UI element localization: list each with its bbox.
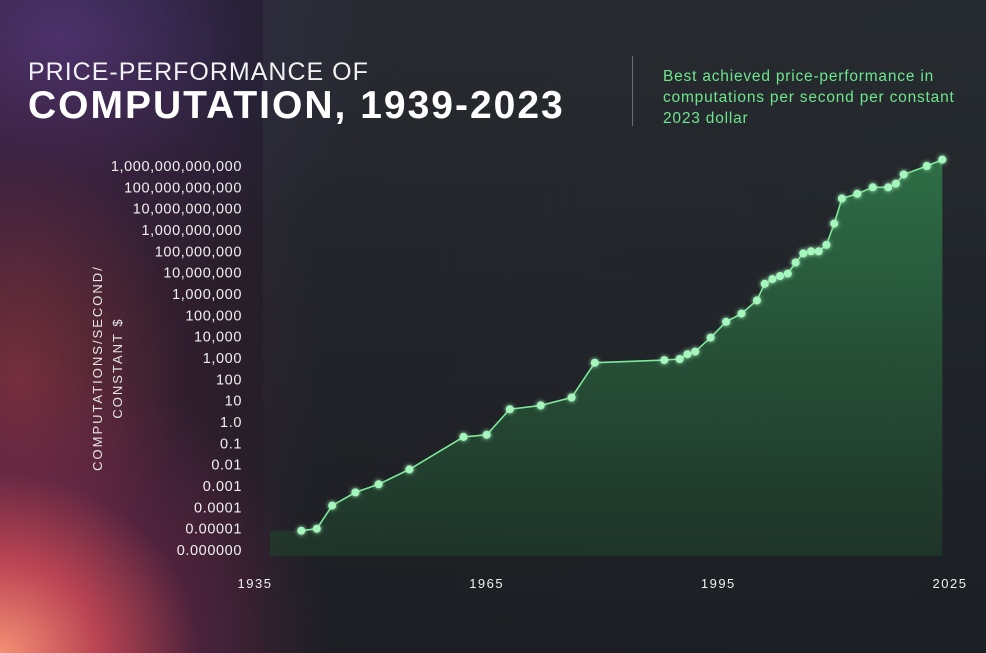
y-tick-label: 0.000000 bbox=[177, 543, 242, 559]
y-tick-label: 1,000,000 bbox=[172, 287, 242, 303]
data-point bbox=[807, 247, 815, 256]
data-point bbox=[675, 355, 684, 363]
data-point bbox=[297, 526, 306, 535]
data-point bbox=[791, 258, 800, 267]
x-tick-label: 1935 bbox=[238, 576, 273, 591]
data-point bbox=[328, 501, 337, 510]
data-point bbox=[351, 488, 360, 497]
y-tick-label: 100,000 bbox=[185, 308, 242, 324]
data-point bbox=[868, 183, 877, 192]
data-point bbox=[938, 155, 947, 164]
data-point bbox=[683, 350, 692, 359]
y-tick-label: 10,000,000 bbox=[163, 266, 242, 282]
data-point bbox=[722, 317, 731, 326]
data-point bbox=[590, 358, 599, 367]
y-tick-label: 100,000,000,000 bbox=[124, 180, 242, 196]
data-point bbox=[830, 219, 839, 228]
data-point bbox=[799, 249, 808, 258]
data-point bbox=[567, 393, 576, 402]
data-point bbox=[482, 430, 491, 439]
data-point bbox=[776, 272, 785, 280]
data-point bbox=[536, 401, 545, 410]
data-point bbox=[837, 194, 846, 203]
y-tick-label: 1.0 bbox=[220, 415, 242, 431]
data-point bbox=[706, 333, 715, 342]
title-line-1: PRICE-PERFORMANCE OF bbox=[28, 58, 369, 86]
x-tick-label: 2025 bbox=[933, 576, 968, 591]
data-point bbox=[505, 405, 514, 414]
y-tick-label: 0.0001 bbox=[194, 500, 242, 516]
data-point bbox=[891, 179, 900, 188]
header-divider bbox=[632, 56, 633, 126]
data-point bbox=[768, 275, 777, 284]
data-point bbox=[884, 183, 893, 192]
y-tick-label: 0.01 bbox=[211, 458, 242, 474]
y-tick-label: 100,000,000 bbox=[155, 244, 242, 260]
data-point bbox=[899, 170, 908, 179]
data-point bbox=[374, 480, 383, 489]
series-area bbox=[270, 159, 943, 556]
data-point bbox=[822, 240, 831, 249]
title-line-2: COMPUTATION, 1939-2023 bbox=[28, 84, 565, 127]
data-point bbox=[660, 356, 669, 365]
data-point bbox=[853, 189, 862, 198]
chart-subtitle: Best achieved price-performance in compu… bbox=[663, 68, 955, 127]
data-point bbox=[459, 432, 468, 441]
x-tick-label: 1965 bbox=[469, 576, 504, 591]
data-point bbox=[760, 279, 769, 288]
data-point bbox=[405, 465, 414, 474]
series-points bbox=[297, 155, 947, 535]
data-point bbox=[312, 524, 321, 533]
y-tick-label: 0.001 bbox=[203, 479, 242, 495]
y-tick-label: 10,000,000,000 bbox=[133, 202, 242, 218]
x-axis-ticks: 1935 1965 1995 2025 bbox=[238, 576, 968, 591]
y-axis-ticks: 0.000000 0.00001 0.0001 0.001 0.01 0.1 1.0 10 10… bbox=[111, 159, 242, 559]
y-tick-label: 1,000,000,000 bbox=[141, 223, 242, 239]
y-tick-label: 100 bbox=[216, 372, 242, 388]
y-tick-label: 1,000 bbox=[203, 351, 242, 367]
data-point bbox=[737, 309, 746, 318]
y-tick-label: 10 bbox=[225, 394, 242, 410]
y-tick-label: 0.1 bbox=[220, 436, 242, 452]
data-point bbox=[691, 347, 700, 356]
data-point bbox=[814, 247, 823, 256]
y-tick-label: 0.00001 bbox=[185, 522, 242, 538]
y-tick-label: 10,000 bbox=[194, 330, 242, 346]
y-tick-label: 1,000,000,000,000 bbox=[111, 159, 242, 175]
data-point bbox=[783, 269, 792, 278]
x-tick-label: 1995 bbox=[701, 576, 736, 591]
data-point bbox=[752, 296, 761, 305]
data-point bbox=[922, 162, 931, 170]
